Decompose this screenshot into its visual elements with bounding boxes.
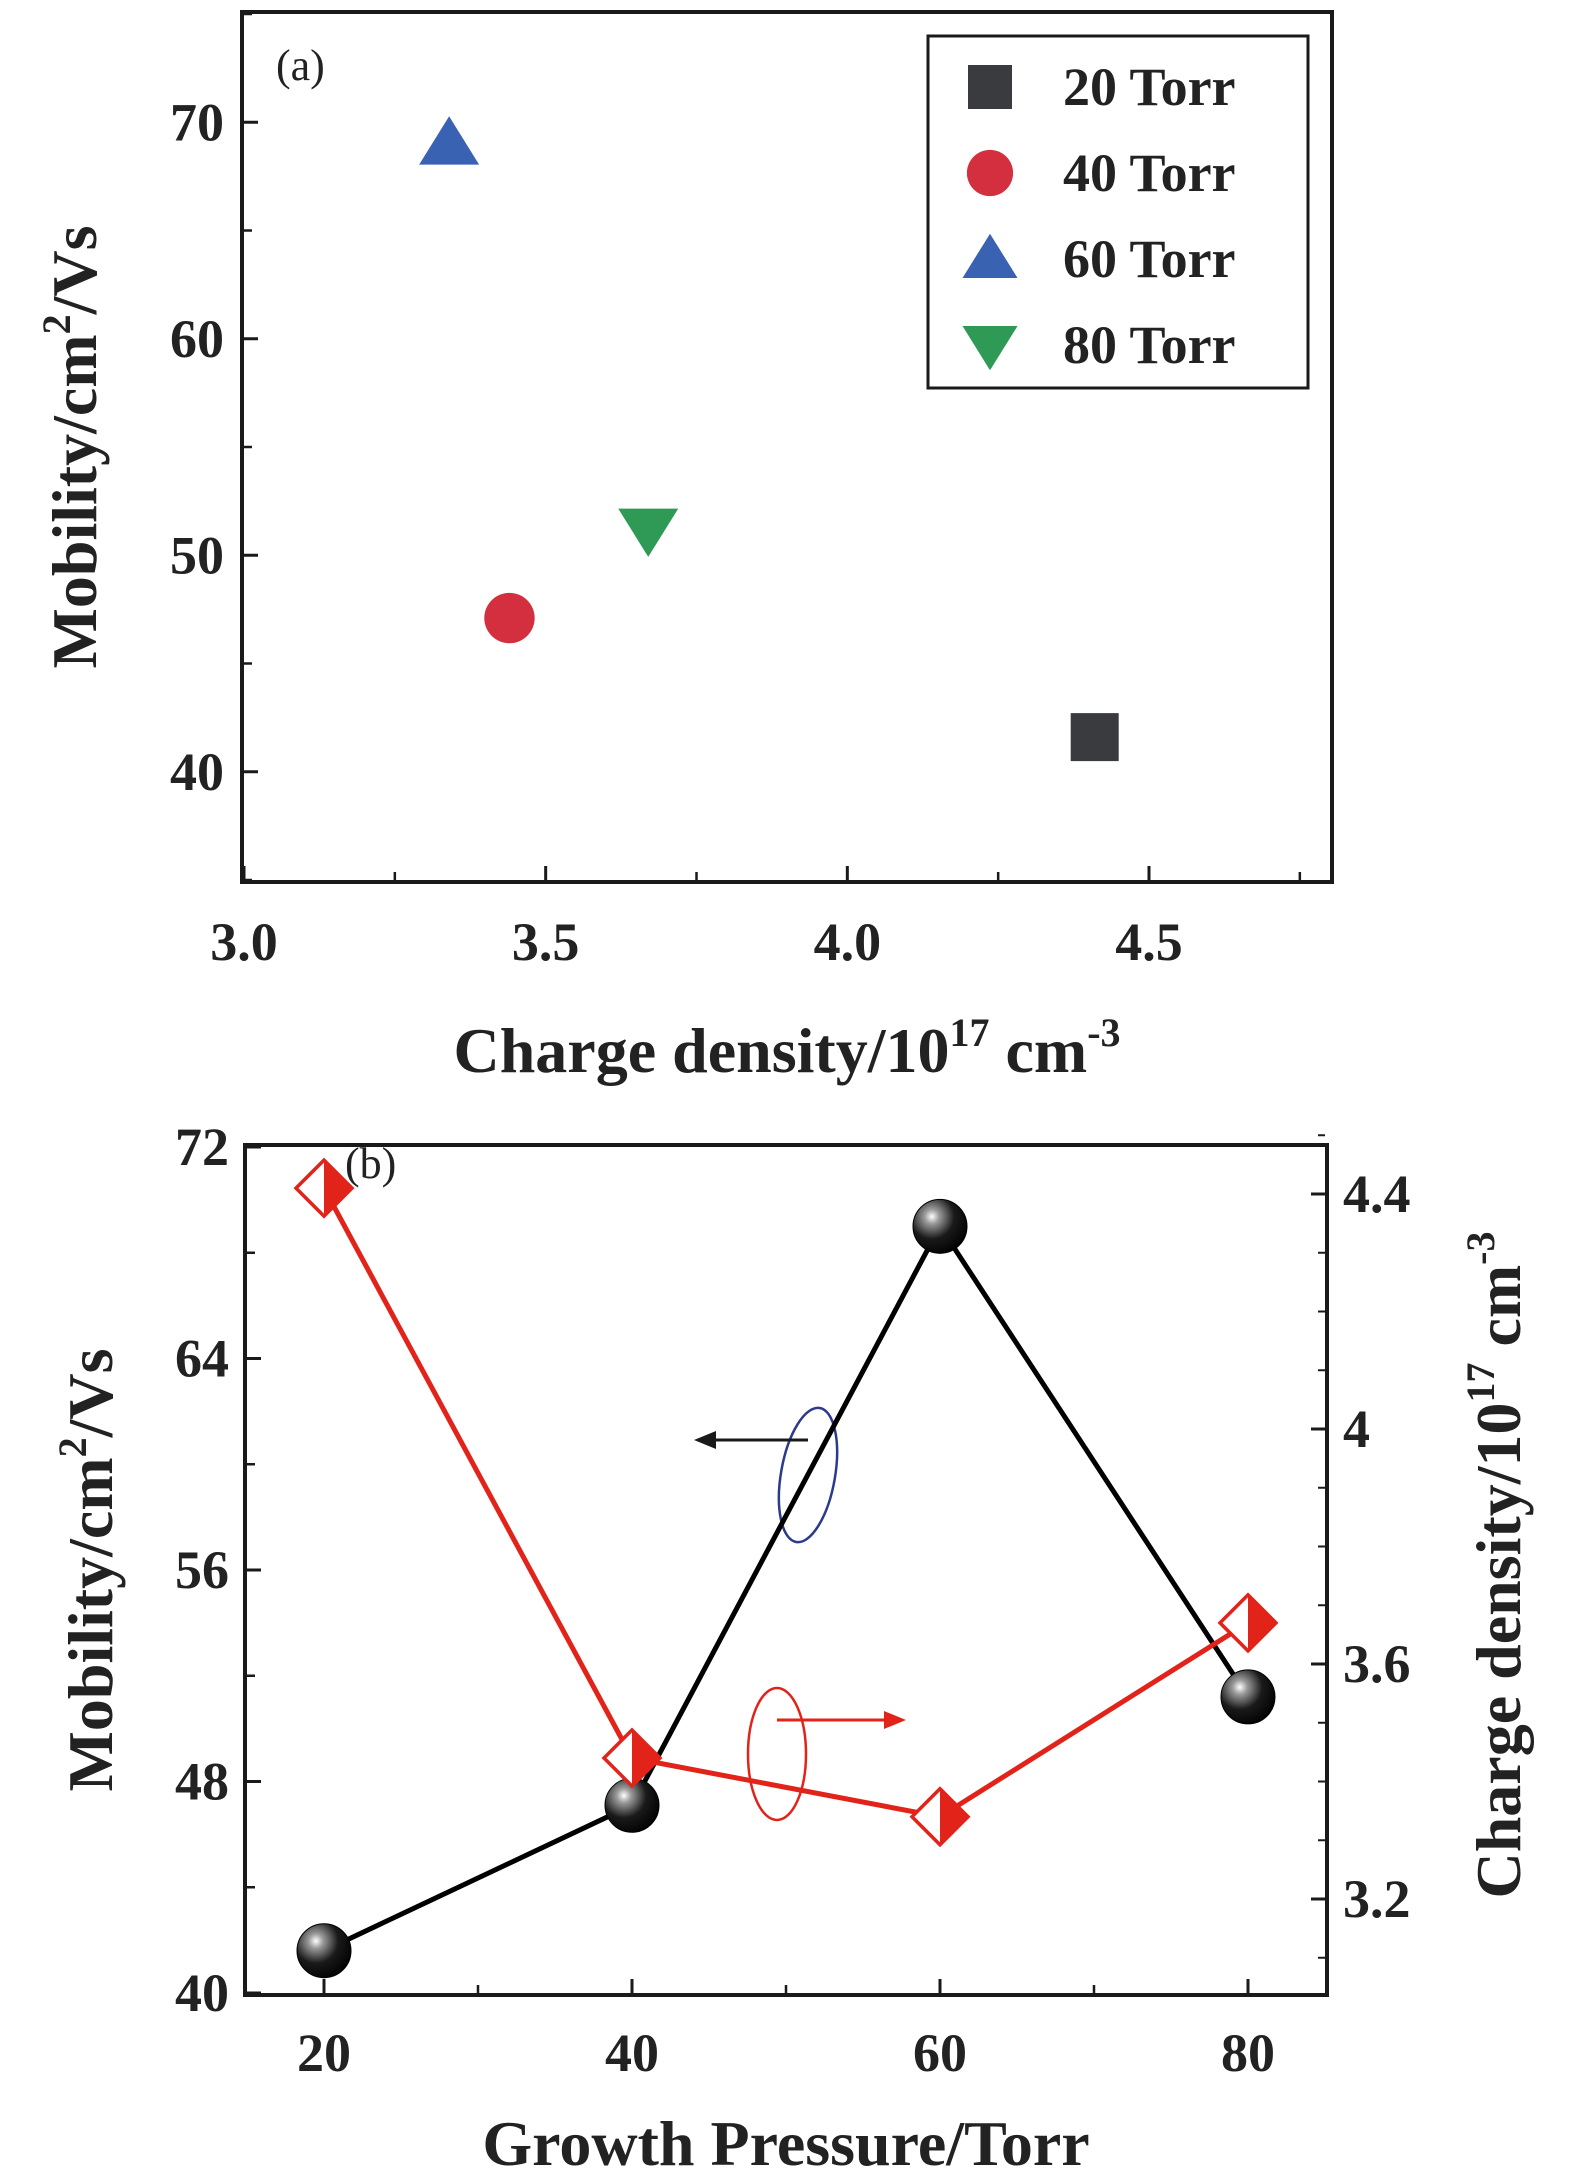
x-tick-label: 40 — [605, 2023, 659, 2083]
y-tick-label: 50 — [170, 525, 224, 585]
panel-b-x-axis-title: Growth Pressure/Torr — [482, 2108, 1089, 2175]
legend-label: 60 Torr — [1063, 229, 1236, 289]
left-axis-indicator — [694, 1406, 839, 1544]
x-tick-label: 4.5 — [1115, 912, 1183, 972]
diamond-fill-half — [1248, 1594, 1276, 1651]
panel-a-plot-frame — [240, 10, 1334, 884]
x-tick-label: 60 — [913, 2023, 967, 2083]
right-axis-indicator — [746, 1686, 906, 1822]
panel-b-right-y-axis-title: Charge density/1017 cm-3 — [1458, 1231, 1534, 1898]
y2-tick-label: 3.6 — [1343, 1634, 1411, 1694]
blue-ellipse — [777, 1406, 839, 1544]
panel-a-label: (a) — [276, 41, 325, 90]
panel-b-x-axis: 20 40 60 80 — [297, 1979, 1275, 2083]
y-tick-label: 56 — [175, 1540, 229, 1600]
y-tick-label: 60 — [170, 309, 224, 369]
panel-b-right-y-axis: 3.2 3.6 4 4.4 — [1311, 1134, 1411, 1959]
charge-density-point — [909, 1786, 971, 1848]
panel-b-plot-frame — [243, 1143, 1329, 1997]
data-point-circle — [484, 592, 535, 644]
y-tick-label: 40 — [170, 742, 224, 802]
legend-label: 20 Torr — [1063, 57, 1236, 117]
panel-a-scatter: (a) 3.0 3.5 4.0 4.5 40 50 60 70 20 Torr 40 Torr… — [34, 10, 1334, 1086]
panel-b-left-y-axis: 40 48 56 64 72 — [175, 1117, 261, 2023]
charge-density-point — [601, 1727, 663, 1789]
y-tick-label: 72 — [175, 1117, 229, 1177]
x-tick-label: 3.0 — [210, 912, 278, 972]
mobility-point — [912, 1198, 968, 1254]
panel-a-y-axis: 40 50 60 70 — [170, 12, 258, 882]
y-tick-label: 70 — [170, 92, 224, 152]
panel-b-left-y-axis-title: Mobility/cm2/Vs — [50, 1348, 126, 1791]
charge-density-point — [1217, 1592, 1279, 1654]
legend-marker-square — [968, 65, 1012, 109]
panel-b-series-lines — [321, 1186, 1251, 1953]
charge-density-point — [293, 1157, 355, 1219]
y-tick-label: 64 — [175, 1329, 229, 1389]
red-ellipse — [746, 1686, 808, 1822]
legend-label: 40 Torr — [1063, 143, 1236, 203]
data-point-square — [1070, 713, 1119, 762]
panel-a-x-axis-title: Charge density/1017 cm-3 — [453, 1010, 1120, 1086]
panel-a-x-axis: 3.0 3.5 4.0 4.5 — [210, 866, 1302, 972]
series-line-left — [322, 1221, 1251, 1953]
panel-a-legend: 20 Torr 40 Torr 60 Torr 80 Torr — [926, 34, 1310, 390]
diamond-fill-half — [324, 1160, 352, 1217]
panel-b-label: (b) — [345, 1139, 396, 1188]
y-tick-label: 48 — [175, 1752, 229, 1812]
legend-marker-triangle-down — [962, 326, 1018, 371]
y-tick-label: 40 — [175, 1963, 229, 2023]
left-arrow-head — [694, 1431, 716, 1449]
x-tick-label: 80 — [1221, 2023, 1275, 2083]
x-tick-label: 3.5 — [512, 912, 580, 972]
diamond-fill-half — [940, 1788, 968, 1845]
mobility-point — [1220, 1669, 1276, 1725]
legend-marker-triangle-up — [962, 233, 1018, 278]
x-tick-label: 4.0 — [814, 912, 882, 972]
panel-a-data-points — [419, 116, 1119, 762]
panel-b-data-points — [293, 1157, 1279, 1979]
legend-marker-circle — [966, 149, 1014, 197]
data-point-triangle-up — [419, 116, 480, 165]
y2-tick-label: 4.4 — [1343, 1164, 1411, 1224]
legend-label: 80 Torr — [1063, 315, 1236, 375]
diamond-fill-half — [632, 1730, 660, 1786]
panel-a-y-axis-title: Mobility/cm2/Vs — [34, 225, 110, 668]
mobility-point — [296, 1923, 352, 1979]
data-point-triangle-down — [618, 508, 679, 557]
y2-tick-label: 3.2 — [1343, 1869, 1411, 1929]
x-tick-label: 20 — [297, 2023, 351, 2083]
right-arrow-head — [884, 1711, 906, 1729]
series-line-right — [321, 1186, 1250, 1820]
y2-tick-label: 4 — [1343, 1399, 1370, 1459]
panel-b-line: (b) 20 40 60 80 40 48 56 64 72 3.2 3.6 4 4.4 Growt… — [50, 1117, 1534, 2175]
